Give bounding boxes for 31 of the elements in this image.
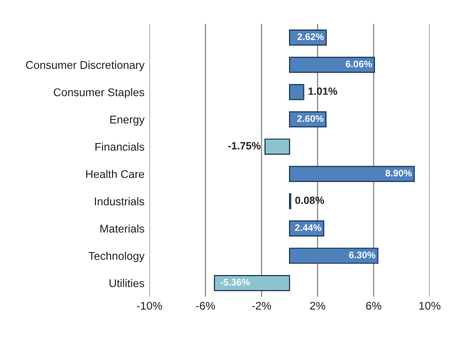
bar (288, 248, 378, 264)
data-label: 2.62% (298, 33, 324, 40)
bar (264, 138, 290, 155)
bar (288, 84, 304, 100)
data-label: -5.36% (220, 278, 250, 286)
data-label: 8.90% (386, 170, 412, 176)
y-tick-label: Materials (100, 224, 144, 233)
x-tick-label: -2% (252, 302, 272, 310)
y-tick-label: Industrials (94, 197, 144, 206)
y-tick-label: Energy (110, 116, 145, 126)
x-tick-label: -10% (136, 302, 162, 310)
x-tick-label: 6% (366, 302, 382, 310)
y-tick-label: Financials (95, 142, 144, 151)
data-label: 6.30% (349, 252, 376, 258)
data-label: -1.75% (228, 142, 261, 150)
bar (288, 166, 415, 182)
y-tick-label: Utilities (110, 279, 144, 288)
data-label: 2.44% (295, 224, 322, 231)
data-label: 0.08% (295, 196, 324, 204)
data-label: 1.01% (308, 87, 338, 95)
y-tick-label: Health Care (86, 170, 144, 178)
y-tick-label: Consumer Discretionary (26, 60, 145, 72)
x-tick-label: -6% (196, 302, 215, 310)
y-tick-label: Consumer Staples (54, 88, 144, 98)
data-label: 2.60% (297, 115, 324, 122)
data-label: 6.06% (346, 60, 372, 68)
bar (288, 56, 375, 73)
x-tick-label: 10% (419, 302, 440, 310)
y-tick-label: Technology (88, 252, 145, 262)
x-tick-label: 2% (310, 302, 326, 310)
bar (214, 274, 290, 292)
